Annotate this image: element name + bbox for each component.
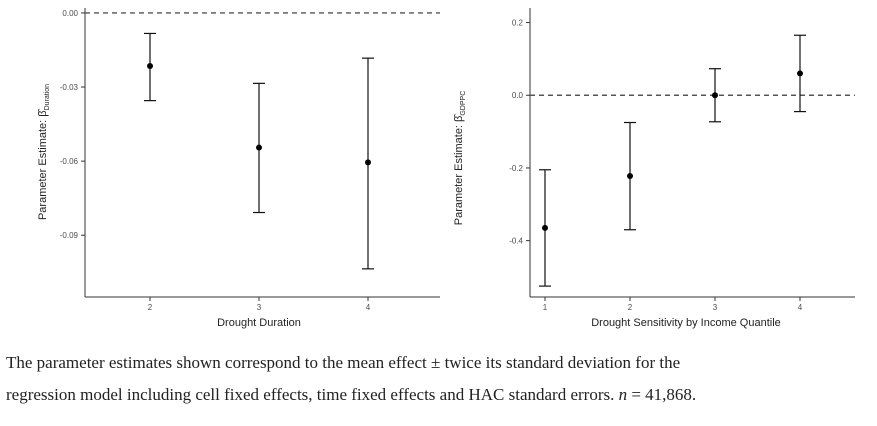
- right-x-tick-label: 1: [543, 303, 548, 312]
- right-y-tick-label: 0.0: [512, 91, 524, 100]
- caption-n-value: = 41,868.: [631, 385, 697, 404]
- left-panel-duration: 0.00 -0.03 -0.06 -0.09 2 3 4 Drought Duration Pa…: [37, 8, 440, 329]
- caption-n-symbol: n: [618, 385, 628, 404]
- left-point-estimate: [256, 144, 262, 151]
- right-x-tick-label: 4: [798, 303, 803, 312]
- left-y-axis-title-subscript: Duration: [44, 84, 51, 111]
- left-x-tick-label: 3: [257, 303, 262, 312]
- right-point-estimate: [627, 172, 633, 179]
- left-y-tick-label: -0.06: [60, 157, 79, 166]
- figure: 0.00 -0.03 -0.06 -0.09 2 3 4 Drought Duration Pa…: [37, 8, 855, 329]
- left-point-estimate: [147, 63, 153, 70]
- right-y-tick-label: -0.4: [509, 237, 523, 246]
- right-x-tick-label: 2: [628, 303, 633, 312]
- left-y-tick-label: -0.09: [60, 231, 79, 240]
- left-x-tick-label: 4: [366, 303, 371, 312]
- caption-line-2-text: regression model including cell fixed ef…: [6, 385, 615, 404]
- right-point-estimate: [712, 92, 718, 99]
- left-x-axis-title: Drought Duration: [217, 317, 301, 329]
- right-y-axis-title-main: Parameter Estimate: β̂: [453, 114, 465, 226]
- left-point-estimate: [365, 159, 371, 166]
- right-x-tick-label: 3: [713, 303, 718, 312]
- right-y-axis-title: Parameter Estimate: β̂GDPPC: [453, 91, 467, 226]
- caption-line-2: regression model including cell fixed ef…: [6, 379, 872, 411]
- right-panel-income-quantile: 0.2 0.0 -0.2 -0.4 1 2 3 4 Drought Sensitivity by…: [453, 8, 855, 329]
- caption-line-1: The parameter estimates shown correspond…: [6, 353, 681, 372]
- right-point-estimate: [542, 224, 548, 231]
- figure-caption: The parameter estimates shown correspond…: [6, 347, 872, 411]
- right-y-tick-label: 0.2: [512, 19, 524, 28]
- left-y-tick-label: -0.03: [60, 83, 79, 92]
- left-y-tick-label: 0.00: [62, 9, 78, 18]
- left-x-tick-label: 2: [148, 303, 153, 312]
- right-y-tick-label: -0.2: [509, 164, 523, 173]
- left-y-axis-title-main: Parameter Estimate: β̂: [37, 108, 49, 220]
- right-y-axis-title-subscript: GDPPC: [460, 91, 467, 116]
- right-point-estimate: [797, 70, 803, 77]
- right-x-axis-title: Drought Sensitivity by Income Quantile: [591, 317, 781, 329]
- left-y-axis-title: Parameter Estimate: β̂Duration: [37, 84, 51, 220]
